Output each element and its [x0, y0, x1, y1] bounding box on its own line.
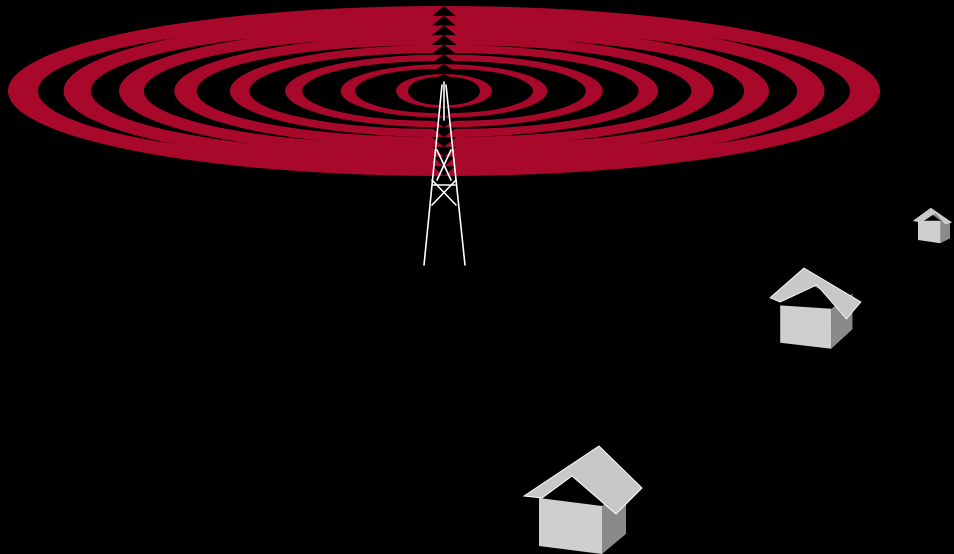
wave-ring-3-left: [285, 54, 444, 128]
wave-ring-2-left: [340, 64, 444, 118]
wave-ring-6-right: [444, 25, 770, 157]
wave-ring-6-left: [118, 25, 445, 157]
wave-ring-7-left: [63, 15, 444, 167]
house-medium: [769, 267, 862, 349]
wave-ring-8-left: [8, 6, 444, 176]
wave-ring-3-right: [444, 54, 603, 128]
house-small: [912, 207, 952, 244]
tower-left-leg: [423, 84, 443, 266]
tower-right-leg: [445, 84, 466, 266]
tower-brace-4: [431, 179, 457, 206]
wave-ring-7-right: [444, 15, 825, 167]
radio-tower: [423, 81, 466, 266]
wave-ring-2-right: [444, 64, 548, 118]
houses: [522, 207, 952, 554]
wave-ring-5-right: [444, 35, 714, 147]
house-large: [522, 445, 643, 554]
radio-waves: [8, 6, 880, 176]
wave-ring-5-left: [174, 35, 445, 147]
wave-ring-4-left: [229, 44, 444, 138]
tower-brace-2: [436, 149, 452, 181]
wave-ring-1-left: [396, 74, 444, 108]
wave-ring-1-right: [444, 74, 492, 108]
wave-ring-8-right: [444, 6, 880, 176]
wave-ring-4-right: [444, 44, 659, 138]
